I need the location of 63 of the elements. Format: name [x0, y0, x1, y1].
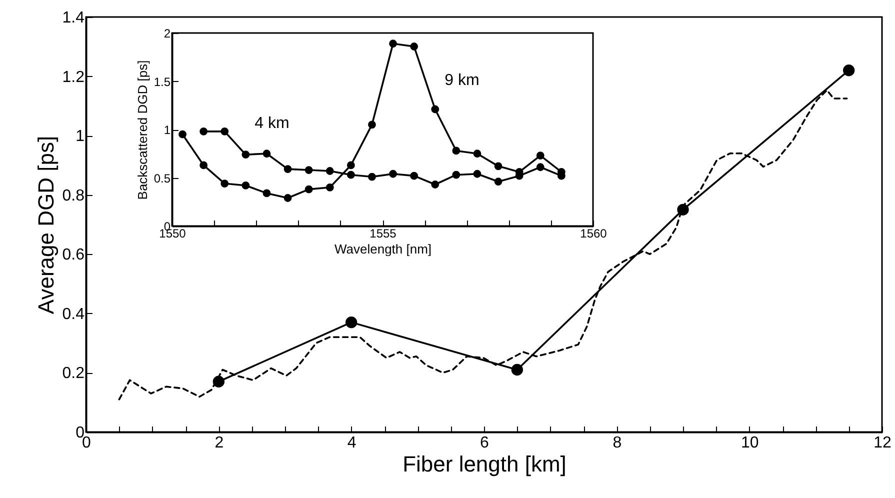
- point: [220, 127, 229, 136]
- y-tick-label: 1: [164, 123, 171, 137]
- point: [494, 178, 502, 186]
- y-tick-label: 0.8: [62, 187, 85, 204]
- point: [200, 127, 208, 136]
- point: [326, 183, 334, 192]
- point: [212, 376, 225, 388]
- y-tick-label: 1.4: [62, 10, 85, 26]
- point: [242, 150, 250, 159]
- point: [410, 42, 418, 50]
- point: [842, 64, 855, 76]
- point: [431, 180, 440, 188]
- y-tick-label: 1.2: [62, 68, 85, 86]
- x-tick-label: 2: [214, 434, 224, 452]
- y-axis-title: Backscattered DGD [ps]: [134, 60, 150, 200]
- point: [431, 105, 440, 114]
- x-tick-label: 1560: [580, 226, 608, 240]
- x-axis-title: Wavelength [nm]: [334, 242, 432, 256]
- point: [452, 170, 460, 179]
- point: [536, 152, 544, 160]
- point: [452, 146, 460, 155]
- point: [178, 130, 186, 138]
- point: [284, 165, 292, 174]
- point: [389, 170, 397, 178]
- point: [304, 185, 313, 194]
- x-tick-label: 4: [347, 434, 356, 452]
- point: [220, 180, 229, 188]
- point: [304, 166, 313, 174]
- y-tick-label: 0.5: [154, 171, 171, 186]
- point: [346, 170, 355, 179]
- x-tick-label: 10: [740, 434, 759, 452]
- y-axis-title: Average DGD [ps]: [33, 136, 58, 314]
- y-tick-label: 1.5: [154, 74, 171, 89]
- point: [494, 162, 502, 170]
- point: [242, 182, 250, 190]
- point: [284, 194, 292, 202]
- point: [368, 120, 376, 129]
- x-tick-label: 6: [480, 434, 490, 452]
- point: [410, 172, 418, 180]
- x-tick-label: 12: [874, 434, 892, 452]
- annotation: 4 km: [254, 115, 290, 132]
- y-tick-label: 0.6: [62, 246, 85, 264]
- y-tick-label: 2: [164, 26, 171, 40]
- y-tick-label: 0.4: [62, 306, 85, 323]
- y-tick-label: 0.2: [62, 365, 85, 382]
- point: [200, 161, 208, 170]
- point: [389, 40, 397, 48]
- point: [473, 170, 482, 178]
- point: [262, 150, 271, 158]
- x-tick-label: 8: [612, 434, 622, 452]
- x-axis-title: Fiber length [km]: [402, 452, 566, 476]
- point: [473, 150, 482, 158]
- point: [326, 167, 334, 175]
- point: [346, 161, 355, 170]
- point: [345, 316, 358, 328]
- point: [511, 364, 524, 376]
- point: [368, 172, 376, 181]
- point: [536, 163, 544, 172]
- y-tick-label: 1: [76, 128, 85, 146]
- point: [677, 204, 689, 216]
- annotation: 9 km: [444, 72, 480, 89]
- point: [262, 189, 271, 198]
- x-tick-label: 1555: [370, 226, 397, 240]
